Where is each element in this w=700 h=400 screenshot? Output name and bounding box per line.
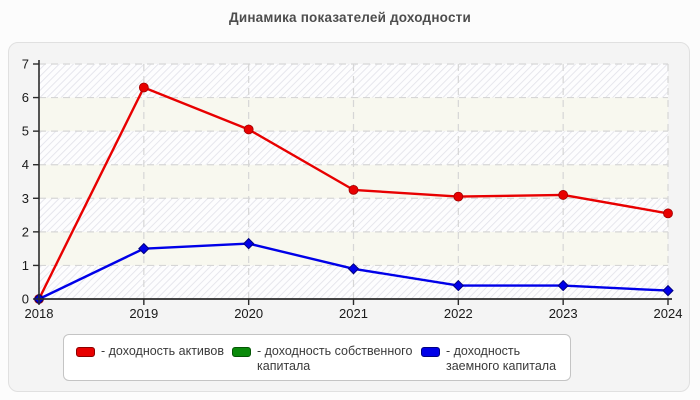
data-point-circle [453, 191, 464, 202]
data-point-diamond [557, 279, 569, 292]
legend-item-equity: - доходность собственного капитала [232, 344, 429, 374]
data-point-diamond [242, 237, 255, 250]
legend-item-assets: - доходность активов [76, 344, 224, 359]
legend-swatch-green [232, 347, 251, 357]
chart-panel: 0 1 2 3 4 5 6 7 2018 2019 2020 2021 2022 2023 2024 - д… [8, 42, 690, 392]
y-tick-label: 7 [22, 57, 29, 72]
legend-label: - доходность собственного капитала [257, 344, 413, 373]
data-point-circle [243, 124, 254, 135]
data-point-circle [663, 208, 673, 219]
x-tick-label: 2018 [25, 306, 54, 321]
legend-swatch-red [76, 347, 95, 357]
x-tick-label: 2024 [654, 306, 683, 321]
data-point-circle [558, 190, 569, 200]
legend-swatch-blue [421, 347, 440, 357]
data-point-diamond [452, 279, 465, 292]
y-tick-label: 5 [22, 124, 29, 139]
data-point-diamond [347, 263, 360, 275]
x-tick-label: 2020 [234, 306, 263, 321]
y-tick-label: 6 [22, 90, 29, 105]
data-point-diamond [138, 242, 150, 255]
chart-legend: - доходность активов - доходность собств… [63, 334, 571, 381]
data-point-circle [138, 82, 149, 93]
y-tick-label: 3 [22, 191, 29, 206]
y-tick-label: 1 [22, 258, 29, 273]
page-title: Динамика показателей доходности [229, 10, 471, 25]
legend-label: - доходность заемного капитала [446, 344, 557, 373]
legend-item-debt: - доходность заемного капитала [421, 344, 570, 374]
chart-svg: 0 1 2 3 4 5 6 7 2018 2019 2020 2021 2022 2023 2024 [22, 57, 683, 322]
x-tick-label: 2019 [129, 306, 158, 321]
legend-label: - доходность активов [101, 344, 224, 358]
x-tick-label: 2021 [339, 306, 368, 321]
x-tick-label: 2023 [549, 306, 578, 321]
data-point-circle [348, 184, 359, 195]
y-tick-label: 2 [22, 224, 29, 239]
y-tick-label: 0 [22, 292, 29, 307]
y-tick-label: 4 [22, 157, 29, 172]
data-point-diamond [662, 284, 674, 297]
x-tick-label: 2022 [444, 306, 473, 321]
